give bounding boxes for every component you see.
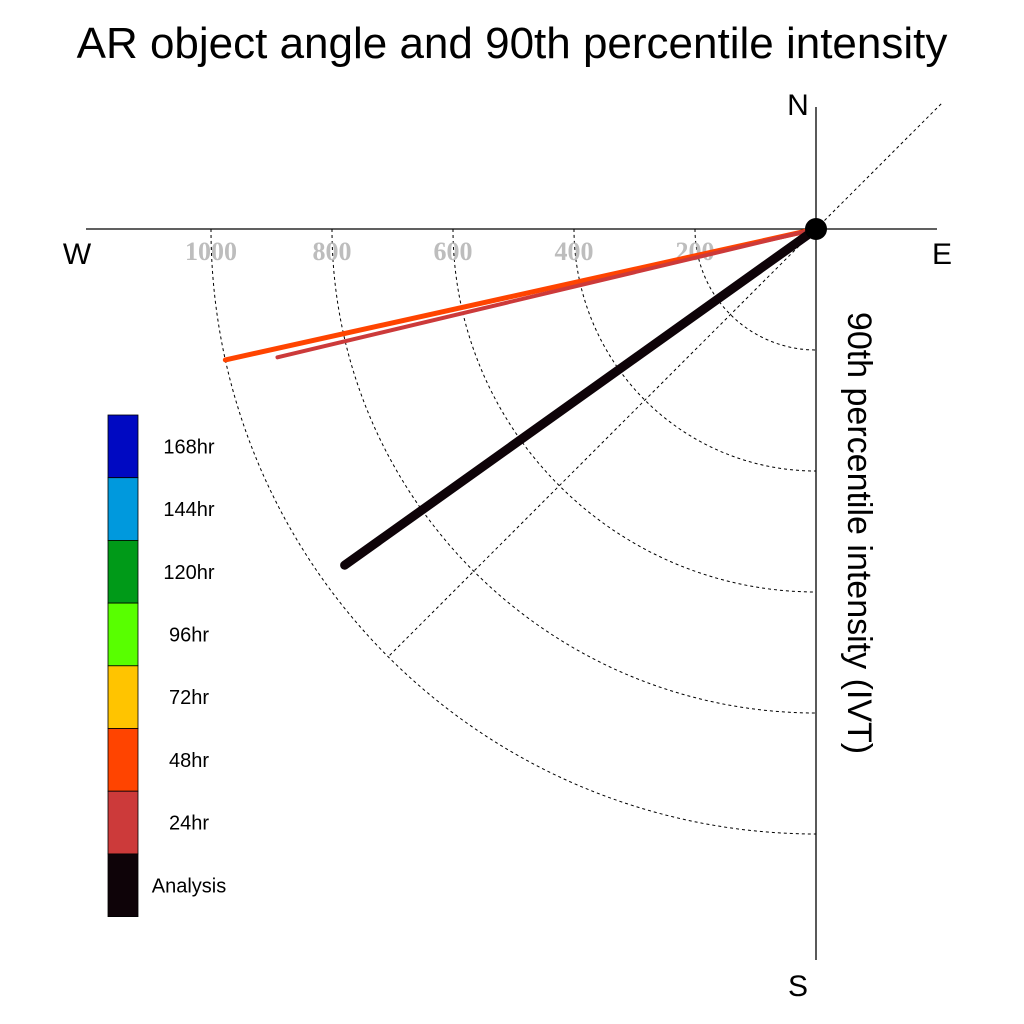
chart-title: AR object angle and 90th percentile inte… [77, 19, 948, 68]
vector-24hr [275, 227, 818, 360]
vector-analysis [340, 224, 821, 570]
legend-swatch [107, 853, 139, 918]
legend-swatch [107, 414, 139, 479]
legend-label: 96hr [169, 624, 209, 646]
legend-label: 168hr [163, 436, 214, 458]
legend-label: 120hr [163, 562, 214, 584]
radial-tick-label: 800 [313, 237, 352, 266]
compass-west-label: W [63, 238, 92, 271]
intensity-ring [210, 228, 817, 835]
y-axis-label: 90th percentile intensity (IVT) [840, 312, 878, 754]
compass-north-label: N [787, 89, 809, 122]
radial-tick-label: 600 [434, 237, 473, 266]
compass-axes [86, 102, 943, 960]
legend-swatch [107, 665, 139, 729]
legend-label: 48hr [169, 750, 209, 772]
legend-label: Analysis [152, 875, 226, 897]
diagonal-guide-line [387, 228, 817, 658]
legend-swatch [107, 477, 139, 541]
radial-tick-label: 400 [555, 237, 594, 266]
legend: 168hr 144hr 120hr 96hr 72hr 48hr 24hr Analysis [107, 414, 226, 918]
legend-label: 144hr [163, 499, 214, 521]
legend-swatch [107, 540, 139, 604]
origin-dot [805, 218, 827, 240]
vector-series [222, 218, 827, 570]
legend-label: 24hr [169, 813, 209, 835]
radial-tick-label: 1000 [185, 237, 237, 266]
legend-swatch [107, 790, 139, 855]
compass-south-label: S [788, 970, 808, 1003]
legend-label: 72hr [169, 687, 209, 709]
compass-east-label: E [932, 238, 952, 271]
legend-swatch [107, 728, 139, 792]
diagonal-guide-line [815, 102, 943, 230]
legend-swatch [107, 602, 139, 667]
